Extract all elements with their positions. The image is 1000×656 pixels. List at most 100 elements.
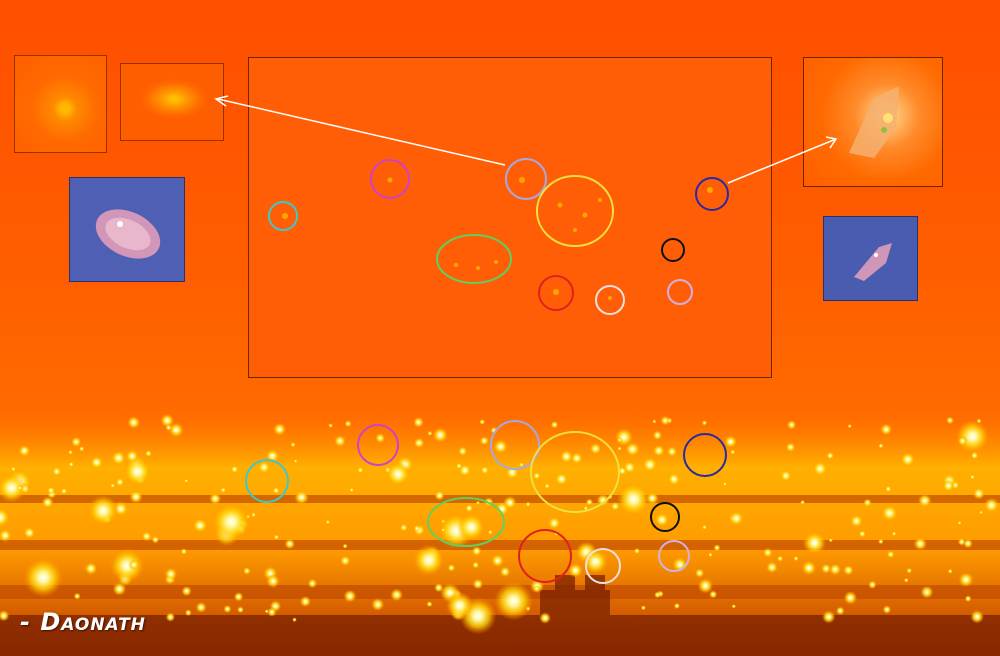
city-light [164, 567, 178, 581]
city-light [375, 433, 386, 444]
city-light [835, 606, 845, 616]
city-light [652, 419, 657, 424]
city-light [16, 485, 23, 491]
city-light [544, 483, 550, 489]
city-light [964, 595, 972, 603]
city-light [427, 430, 433, 436]
city-light [293, 459, 298, 464]
closeup-thumbnail-2 [120, 63, 224, 141]
city-light [472, 561, 480, 569]
city-light [464, 503, 474, 513]
city-light [209, 492, 222, 505]
city-light [906, 567, 913, 574]
city-light [51, 466, 62, 477]
city-light [868, 580, 877, 589]
city-light [539, 612, 551, 624]
city-light [68, 461, 75, 468]
city-light [294, 489, 309, 505]
city-light [89, 455, 104, 470]
city-light [617, 446, 622, 451]
city-light [344, 420, 352, 428]
enlarged-sky-inset [248, 57, 772, 378]
city-light [843, 564, 854, 576]
city-light [708, 552, 713, 558]
city-light [70, 436, 82, 448]
city-light [793, 555, 799, 562]
city-light [333, 434, 347, 448]
city-light [257, 460, 271, 474]
city-light [828, 538, 833, 543]
city-light [413, 416, 424, 428]
city-light [490, 553, 505, 568]
city-light [487, 529, 494, 535]
city-light [356, 466, 364, 474]
city-light [820, 563, 832, 574]
city-light [970, 451, 979, 460]
city-light [654, 591, 661, 599]
city-light [426, 601, 433, 608]
city-light [73, 592, 81, 600]
city-light [457, 446, 468, 457]
city-light [881, 504, 899, 522]
city-light [128, 559, 140, 571]
city-light [979, 510, 984, 515]
city-light [525, 501, 531, 507]
city-light [673, 602, 681, 609]
city-light [184, 609, 192, 617]
city-light [195, 601, 207, 613]
city-light [731, 604, 736, 609]
city-light [947, 568, 953, 574]
city-light [633, 547, 641, 555]
city-light [0, 528, 12, 543]
city-light [457, 512, 486, 542]
city-light [46, 486, 56, 495]
city-light [250, 512, 257, 518]
city-light [724, 435, 738, 449]
city-light [884, 485, 892, 493]
city-light [23, 526, 36, 539]
city-light [343, 589, 357, 603]
city-light [785, 442, 796, 453]
blue-closeup-thumbnail-left [69, 177, 185, 282]
city-light [568, 563, 583, 578]
city-light [666, 446, 678, 457]
city-light [660, 415, 671, 426]
city-light [237, 606, 244, 614]
city-light [479, 436, 490, 446]
city-light [701, 420, 708, 426]
city-light [447, 563, 456, 572]
city-light [115, 477, 125, 487]
city-light [843, 591, 858, 605]
city-light [617, 437, 623, 443]
inset-circle-markers [268, 158, 729, 315]
city-light [667, 472, 681, 486]
city-light [390, 588, 403, 602]
city-light [413, 544, 445, 576]
city-light [211, 502, 251, 542]
city-light [184, 478, 189, 483]
city-light [583, 505, 589, 511]
city-light [963, 538, 973, 549]
kite-object-image [849, 86, 899, 158]
city-light [328, 423, 333, 428]
oval-object-image [95, 209, 161, 259]
city-light [109, 548, 145, 583]
city-light [125, 449, 139, 463]
city-light [493, 439, 508, 455]
city-light [826, 451, 835, 460]
city-light [652, 444, 665, 457]
city-light [267, 607, 277, 617]
city-light [559, 449, 574, 464]
photographer-signature: - Daonath [20, 608, 146, 636]
city-light [144, 449, 153, 458]
city-light [800, 499, 806, 505]
city-light [129, 489, 143, 504]
city-light [654, 512, 670, 528]
city-light [413, 524, 421, 532]
city-light [41, 496, 54, 509]
city-light [472, 578, 484, 590]
city-light [983, 497, 1000, 514]
city-light [441, 527, 446, 532]
city-light [903, 577, 909, 583]
